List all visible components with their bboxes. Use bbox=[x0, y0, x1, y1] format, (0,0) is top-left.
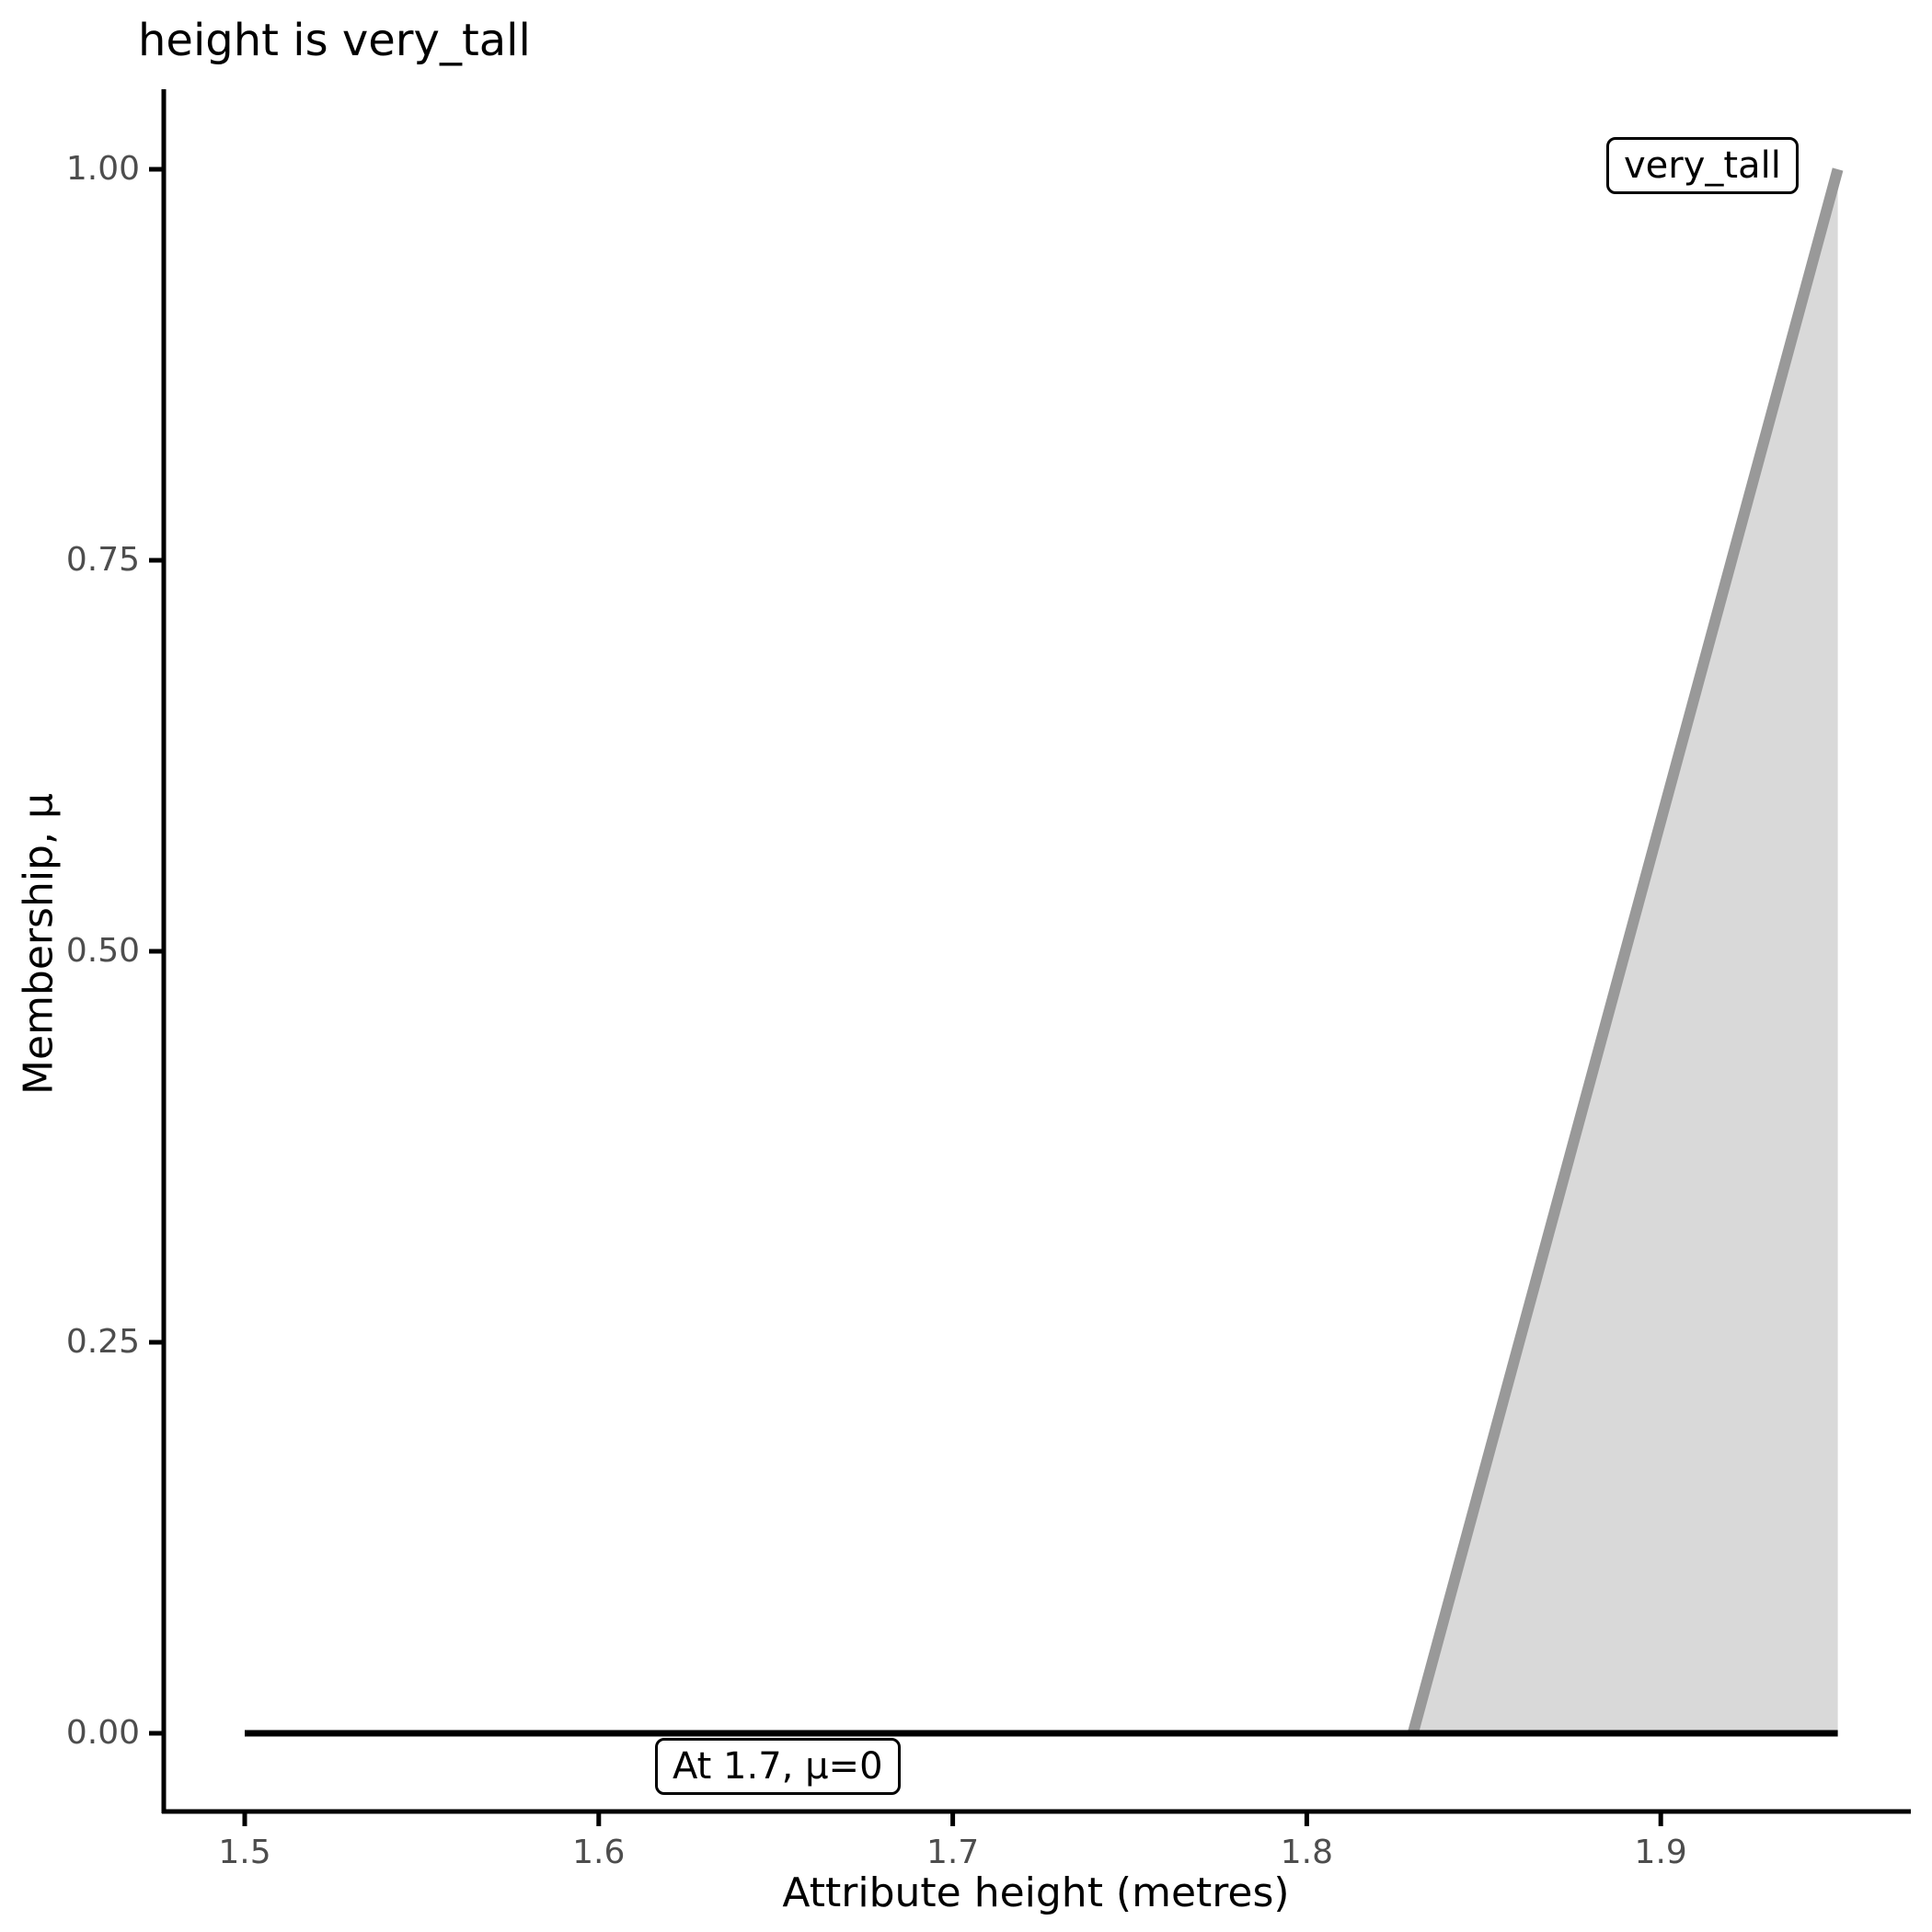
membership-line bbox=[1408, 167, 1844, 1735]
x-tick-label: 1.6 bbox=[572, 1834, 626, 1871]
x-tick-label: 1.5 bbox=[218, 1834, 271, 1871]
y-tick-label: 0.75 bbox=[65, 541, 140, 579]
annotation-membership-value: At 1.7, μ=0 bbox=[655, 1738, 901, 1795]
plot-title: height is very_tall bbox=[138, 15, 531, 66]
x-tick-label: 1.9 bbox=[1634, 1834, 1687, 1871]
x-tick-label: 1.7 bbox=[926, 1834, 980, 1871]
y-tick-label: 1.00 bbox=[65, 150, 140, 188]
y-tick-label: 0.25 bbox=[65, 1323, 140, 1361]
y-tick-label: 0.00 bbox=[65, 1714, 140, 1752]
x-axis-title: Attribute height (metres) bbox=[782, 1869, 1290, 1916]
x-tick-label: 1.8 bbox=[1280, 1834, 1334, 1871]
y-tick-label: 0.50 bbox=[65, 932, 140, 970]
annotation-very-tall: very_tall bbox=[1606, 137, 1799, 194]
